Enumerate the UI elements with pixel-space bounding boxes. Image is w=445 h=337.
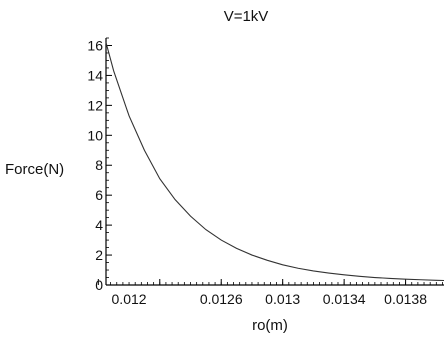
x-tick-label-1: 0.0126	[200, 291, 243, 307]
x-tick-label-2: 0.013	[265, 291, 300, 307]
series-line-force	[105, 42, 445, 282]
chart-title: V=1kV	[224, 8, 269, 25]
x-tick-label-4: 0.0138	[384, 291, 427, 307]
x-tick-label-0: 0.012	[112, 291, 147, 307]
y-axis-label: Force(N)	[5, 161, 64, 178]
y-tick-label-6: 12	[87, 97, 103, 113]
y-minor-ticks	[106, 37, 109, 278]
x-axis-label: ro(m)	[252, 317, 288, 334]
x-major-ticks	[97, 279, 407, 285]
y-tick-label-3: 6	[95, 187, 103, 203]
y-tick-label-1: 2	[95, 247, 103, 263]
y-tick-label-2: 4	[95, 217, 103, 233]
y-tick-label-0: 0	[95, 277, 103, 293]
y-tick-label-4: 8	[95, 157, 103, 173]
x-tick-label-3: 0.0134	[323, 291, 366, 307]
x-tick-labels: 0.012 0.0126 0.013 0.0134 0.0138	[112, 291, 428, 307]
y-tick-labels: 0 2 4 6 8 10 12 14 16	[87, 37, 103, 293]
y-major-ticks	[106, 44, 112, 286]
axes	[105, 38, 444, 286]
y-tick-label-7: 14	[87, 67, 103, 83]
y-tick-label-5: 10	[87, 127, 103, 143]
y-tick-label-8: 16	[87, 37, 103, 53]
x-minor-ticks	[110, 282, 443, 285]
